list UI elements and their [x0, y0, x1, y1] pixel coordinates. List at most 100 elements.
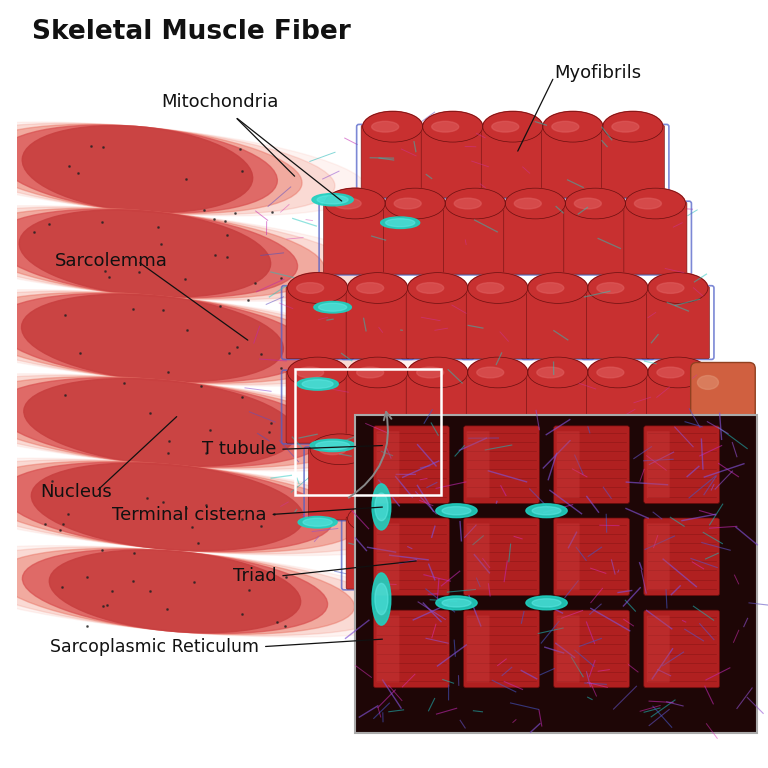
Ellipse shape [588, 273, 648, 303]
Ellipse shape [31, 463, 303, 551]
Ellipse shape [386, 188, 445, 219]
Ellipse shape [526, 504, 568, 518]
Ellipse shape [0, 125, 277, 213]
Ellipse shape [297, 378, 338, 390]
Ellipse shape [435, 596, 477, 610]
Ellipse shape [386, 219, 415, 227]
Ellipse shape [492, 121, 518, 132]
Ellipse shape [454, 198, 482, 209]
Ellipse shape [370, 434, 430, 465]
FancyBboxPatch shape [557, 616, 580, 682]
Ellipse shape [298, 517, 337, 528]
Ellipse shape [537, 367, 564, 378]
FancyBboxPatch shape [376, 616, 399, 682]
FancyBboxPatch shape [526, 286, 589, 359]
Ellipse shape [468, 357, 528, 388]
Ellipse shape [657, 283, 684, 293]
Ellipse shape [0, 209, 297, 298]
FancyBboxPatch shape [464, 610, 539, 688]
FancyBboxPatch shape [373, 610, 449, 688]
Ellipse shape [316, 441, 349, 450]
Bar [355, 415, 756, 733]
Ellipse shape [515, 198, 541, 209]
Ellipse shape [325, 188, 386, 219]
FancyBboxPatch shape [541, 125, 604, 197]
Ellipse shape [0, 548, 355, 634]
Ellipse shape [619, 444, 647, 455]
FancyBboxPatch shape [429, 448, 492, 520]
FancyBboxPatch shape [526, 517, 589, 589]
FancyBboxPatch shape [609, 448, 672, 520]
Ellipse shape [348, 273, 408, 303]
Ellipse shape [0, 376, 393, 469]
Ellipse shape [565, 188, 625, 219]
Ellipse shape [442, 599, 471, 607]
Ellipse shape [526, 596, 568, 610]
Ellipse shape [362, 111, 422, 142]
FancyBboxPatch shape [647, 286, 710, 359]
Ellipse shape [22, 126, 253, 212]
FancyBboxPatch shape [647, 524, 670, 590]
Ellipse shape [372, 484, 391, 530]
FancyBboxPatch shape [624, 202, 687, 274]
Ellipse shape [49, 550, 300, 633]
Ellipse shape [0, 206, 396, 301]
FancyBboxPatch shape [549, 448, 612, 520]
FancyBboxPatch shape [361, 125, 424, 197]
Ellipse shape [22, 549, 328, 634]
Ellipse shape [303, 518, 333, 526]
Ellipse shape [310, 434, 370, 465]
Ellipse shape [0, 374, 432, 471]
Ellipse shape [312, 194, 353, 206]
Ellipse shape [348, 503, 408, 534]
FancyBboxPatch shape [406, 371, 469, 443]
Ellipse shape [430, 434, 490, 465]
Ellipse shape [319, 444, 346, 455]
Text: Skeletal Muscle Fiber: Skeletal Muscle Fiber [32, 19, 351, 45]
Ellipse shape [483, 111, 543, 142]
Ellipse shape [543, 111, 603, 142]
Ellipse shape [0, 291, 377, 385]
Ellipse shape [552, 121, 579, 132]
Ellipse shape [2, 462, 333, 551]
FancyBboxPatch shape [309, 448, 372, 520]
FancyBboxPatch shape [286, 371, 349, 443]
Ellipse shape [468, 273, 528, 303]
Ellipse shape [0, 378, 326, 467]
Ellipse shape [348, 357, 408, 388]
Ellipse shape [597, 367, 624, 378]
FancyBboxPatch shape [466, 286, 529, 359]
Ellipse shape [0, 377, 354, 468]
FancyBboxPatch shape [586, 286, 650, 359]
Ellipse shape [372, 121, 399, 132]
Ellipse shape [310, 439, 355, 452]
Ellipse shape [296, 367, 323, 378]
Ellipse shape [648, 357, 708, 388]
Ellipse shape [446, 495, 475, 503]
Ellipse shape [0, 207, 360, 300]
FancyBboxPatch shape [467, 432, 489, 498]
Ellipse shape [372, 573, 391, 625]
Ellipse shape [528, 503, 588, 534]
Ellipse shape [597, 283, 624, 293]
Text: Myofibrils: Myofibrils [554, 64, 641, 82]
Ellipse shape [0, 293, 311, 382]
Ellipse shape [24, 379, 296, 466]
Ellipse shape [19, 210, 270, 297]
Text: Triad: Triad [233, 567, 276, 585]
FancyBboxPatch shape [346, 371, 409, 443]
FancyBboxPatch shape [421, 125, 485, 197]
Ellipse shape [408, 273, 468, 303]
Ellipse shape [528, 357, 588, 388]
Ellipse shape [417, 367, 444, 378]
Ellipse shape [505, 188, 565, 219]
Ellipse shape [417, 513, 444, 524]
Ellipse shape [381, 217, 419, 229]
FancyBboxPatch shape [644, 518, 720, 596]
Ellipse shape [532, 507, 561, 515]
FancyBboxPatch shape [554, 425, 630, 504]
Ellipse shape [287, 273, 348, 303]
Ellipse shape [537, 513, 564, 524]
Ellipse shape [0, 124, 302, 214]
FancyBboxPatch shape [504, 202, 567, 274]
